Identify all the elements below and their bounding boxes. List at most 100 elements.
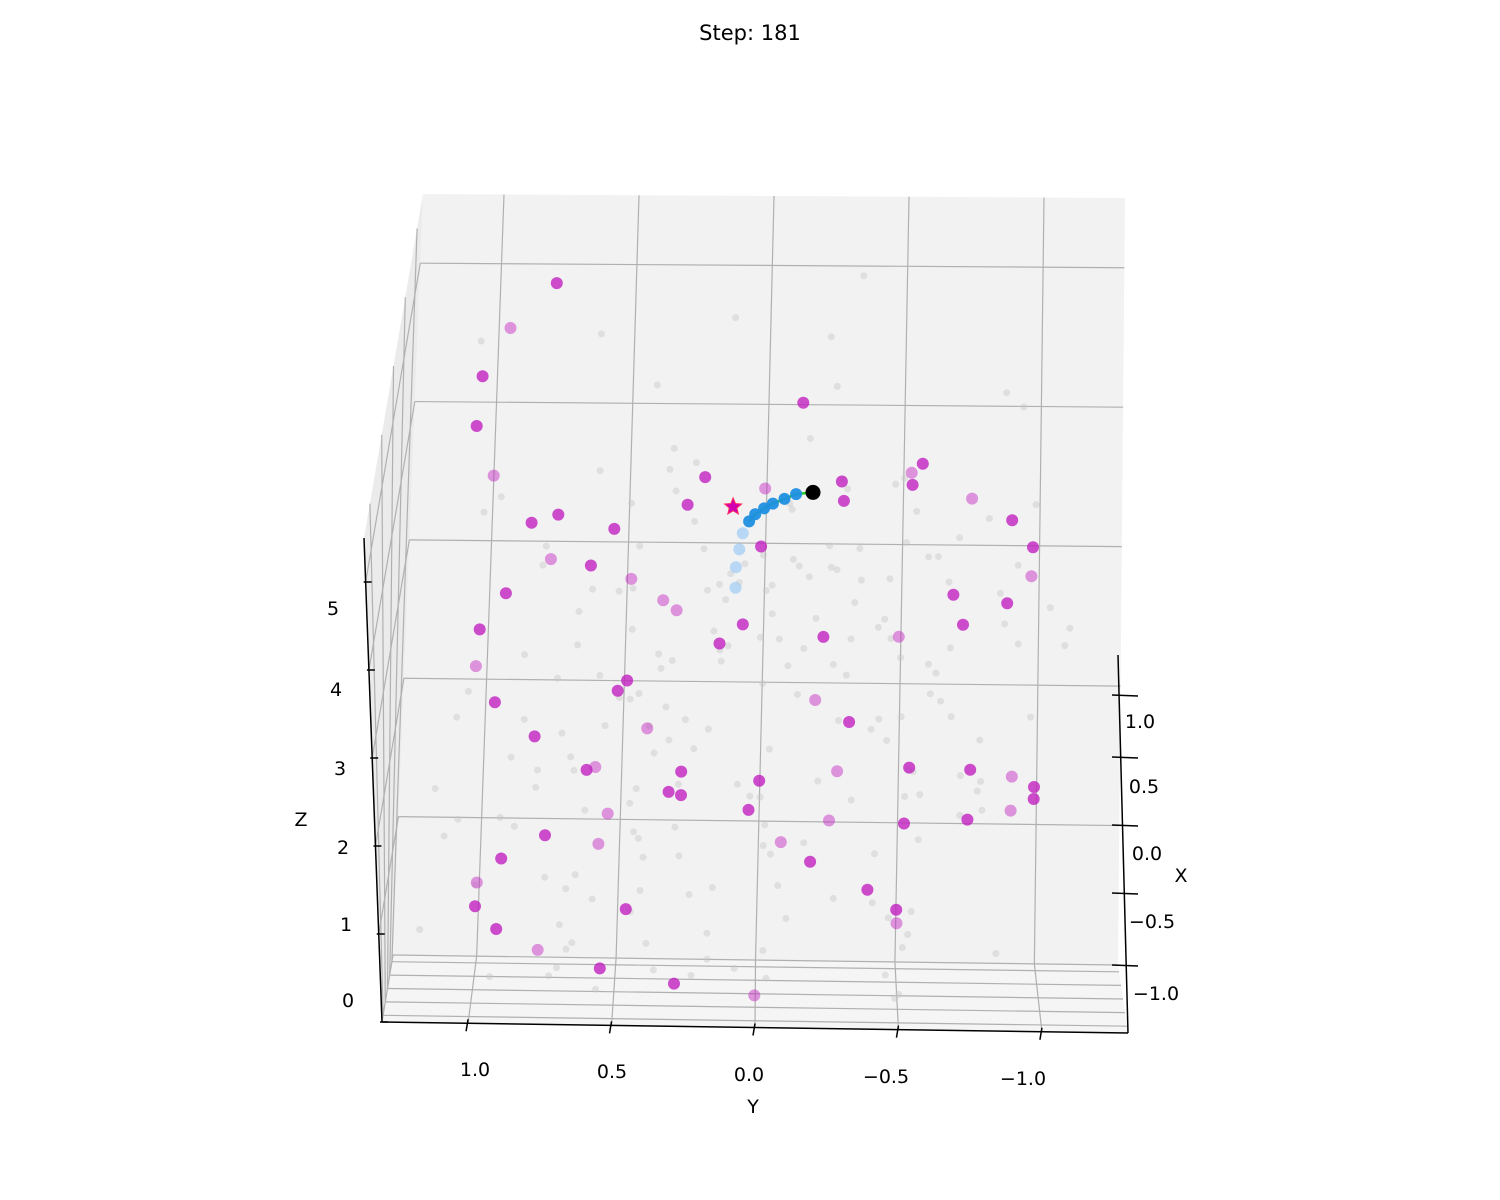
helix-point xyxy=(580,763,593,776)
helix-point xyxy=(544,553,557,566)
helix-point xyxy=(957,618,969,631)
background-point xyxy=(833,382,841,390)
x-tick xyxy=(1111,694,1139,697)
helix-point xyxy=(903,761,916,774)
grid-line xyxy=(1033,197,1045,964)
helix-point xyxy=(608,522,621,535)
helix-point xyxy=(495,852,508,865)
background-point xyxy=(704,586,711,594)
background-point xyxy=(756,633,764,641)
background-point xyxy=(901,474,908,482)
background-point xyxy=(932,669,940,677)
background-point xyxy=(768,581,776,589)
z-tick-label: 5 xyxy=(327,598,339,620)
background-point xyxy=(1032,501,1040,509)
background-point xyxy=(575,608,583,615)
helix-point xyxy=(668,977,680,990)
background-point xyxy=(553,964,560,972)
helix-point xyxy=(593,962,606,975)
helix-point xyxy=(699,471,712,484)
background-point xyxy=(454,815,462,823)
background-point xyxy=(868,899,876,907)
x-tick xyxy=(1111,756,1139,759)
background-point xyxy=(874,623,882,631)
trajectory-point xyxy=(758,502,771,515)
grid-lines xyxy=(365,194,1128,1032)
helix-point xyxy=(1025,570,1038,583)
helix-point xyxy=(843,716,856,728)
background-point xyxy=(588,895,596,903)
helix-point xyxy=(861,883,874,896)
y-tick-label: 0.0 xyxy=(734,1064,764,1086)
background-point xyxy=(672,487,680,495)
x-tick-label: 0.0 xyxy=(1132,843,1162,865)
helix-point xyxy=(1004,804,1017,817)
background-point xyxy=(567,753,575,761)
trajectory-point xyxy=(729,581,742,594)
y-tick xyxy=(752,1023,756,1036)
background-point xyxy=(898,944,906,951)
background-point xyxy=(851,599,859,606)
background-point xyxy=(693,459,700,467)
background-point xyxy=(717,657,725,665)
background-point xyxy=(626,799,634,807)
background-point xyxy=(985,515,993,522)
background-point xyxy=(681,716,689,724)
background-point xyxy=(496,813,504,821)
background-point xyxy=(973,787,981,795)
helix-point xyxy=(906,478,919,491)
helix-point xyxy=(1006,514,1019,527)
back-pane xyxy=(393,194,1125,965)
background-point xyxy=(634,834,642,842)
helix-point xyxy=(774,836,787,849)
background-point xyxy=(596,672,604,679)
background-point xyxy=(826,542,834,550)
background-point xyxy=(507,753,515,761)
background-point xyxy=(704,725,712,733)
y-tick xyxy=(465,1019,469,1032)
grid-line xyxy=(420,262,1125,269)
background-point xyxy=(897,654,905,662)
helix-point xyxy=(488,696,501,709)
background-point xyxy=(774,882,782,889)
background-point xyxy=(710,627,718,635)
background-point xyxy=(520,715,528,723)
background-point xyxy=(626,695,634,703)
grid-line xyxy=(378,816,400,935)
grid-line xyxy=(414,400,1124,408)
background-point xyxy=(592,985,600,993)
background-point xyxy=(730,964,738,972)
helix-point xyxy=(823,814,835,827)
background-point xyxy=(571,871,579,879)
background-point xyxy=(765,745,773,753)
background-point xyxy=(847,635,855,643)
x-tick xyxy=(1111,824,1139,827)
background-point xyxy=(956,534,964,542)
background-point xyxy=(886,575,894,583)
background-point xyxy=(650,749,658,757)
helix-point xyxy=(1001,597,1014,610)
background-point xyxy=(1014,640,1022,648)
background-point xyxy=(884,914,892,922)
grid-line xyxy=(476,194,505,957)
background-point xyxy=(670,444,678,452)
grid-line xyxy=(385,1001,1126,1014)
background-point xyxy=(871,850,878,858)
background-point xyxy=(768,610,776,618)
background-point xyxy=(805,573,813,581)
background-point xyxy=(956,811,964,819)
background-point xyxy=(784,662,792,670)
current-position xyxy=(805,484,821,500)
x-tick-label: 0.5 xyxy=(1129,776,1159,798)
background-point xyxy=(431,785,439,792)
background-point xyxy=(833,566,841,574)
helix-point xyxy=(469,900,481,913)
background-point xyxy=(741,560,749,568)
background-point xyxy=(926,690,934,698)
background-point xyxy=(916,791,924,799)
background-point xyxy=(657,664,665,672)
y-tick xyxy=(608,1021,613,1034)
trajectory-point xyxy=(790,488,803,501)
background-point xyxy=(775,635,783,643)
